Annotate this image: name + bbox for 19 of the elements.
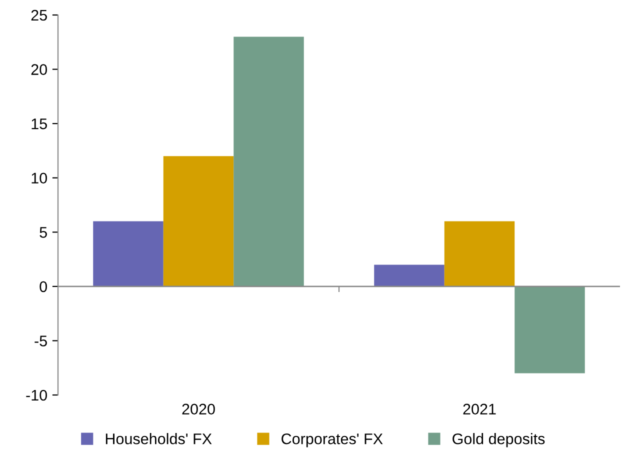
bar: [374, 264, 444, 286]
x-tick-label: 2020: [182, 404, 215, 415]
legend-label: Households' FX: [106, 433, 212, 444]
x-tick-label: 2021: [463, 404, 496, 415]
y-tick-label: 20: [31, 64, 47, 75]
bar: [514, 286, 585, 374]
y-tick-label: 15: [32, 118, 47, 130]
y-tick-label: 5: [40, 227, 47, 238]
bar: [444, 221, 515, 286]
y-tick-label: -10: [26, 390, 47, 401]
y-tick-label: 0: [40, 281, 47, 292]
bar: [163, 156, 234, 286]
bar: [93, 221, 164, 286]
legend-label: Corporates' FX: [282, 433, 383, 448]
y-tick-label: 25: [31, 10, 47, 21]
y-tick-label: -5: [34, 336, 47, 346]
legend-label: Gold deposits: [452, 433, 545, 448]
y-tick-label: 10: [32, 172, 47, 184]
bar: [234, 36, 304, 286]
